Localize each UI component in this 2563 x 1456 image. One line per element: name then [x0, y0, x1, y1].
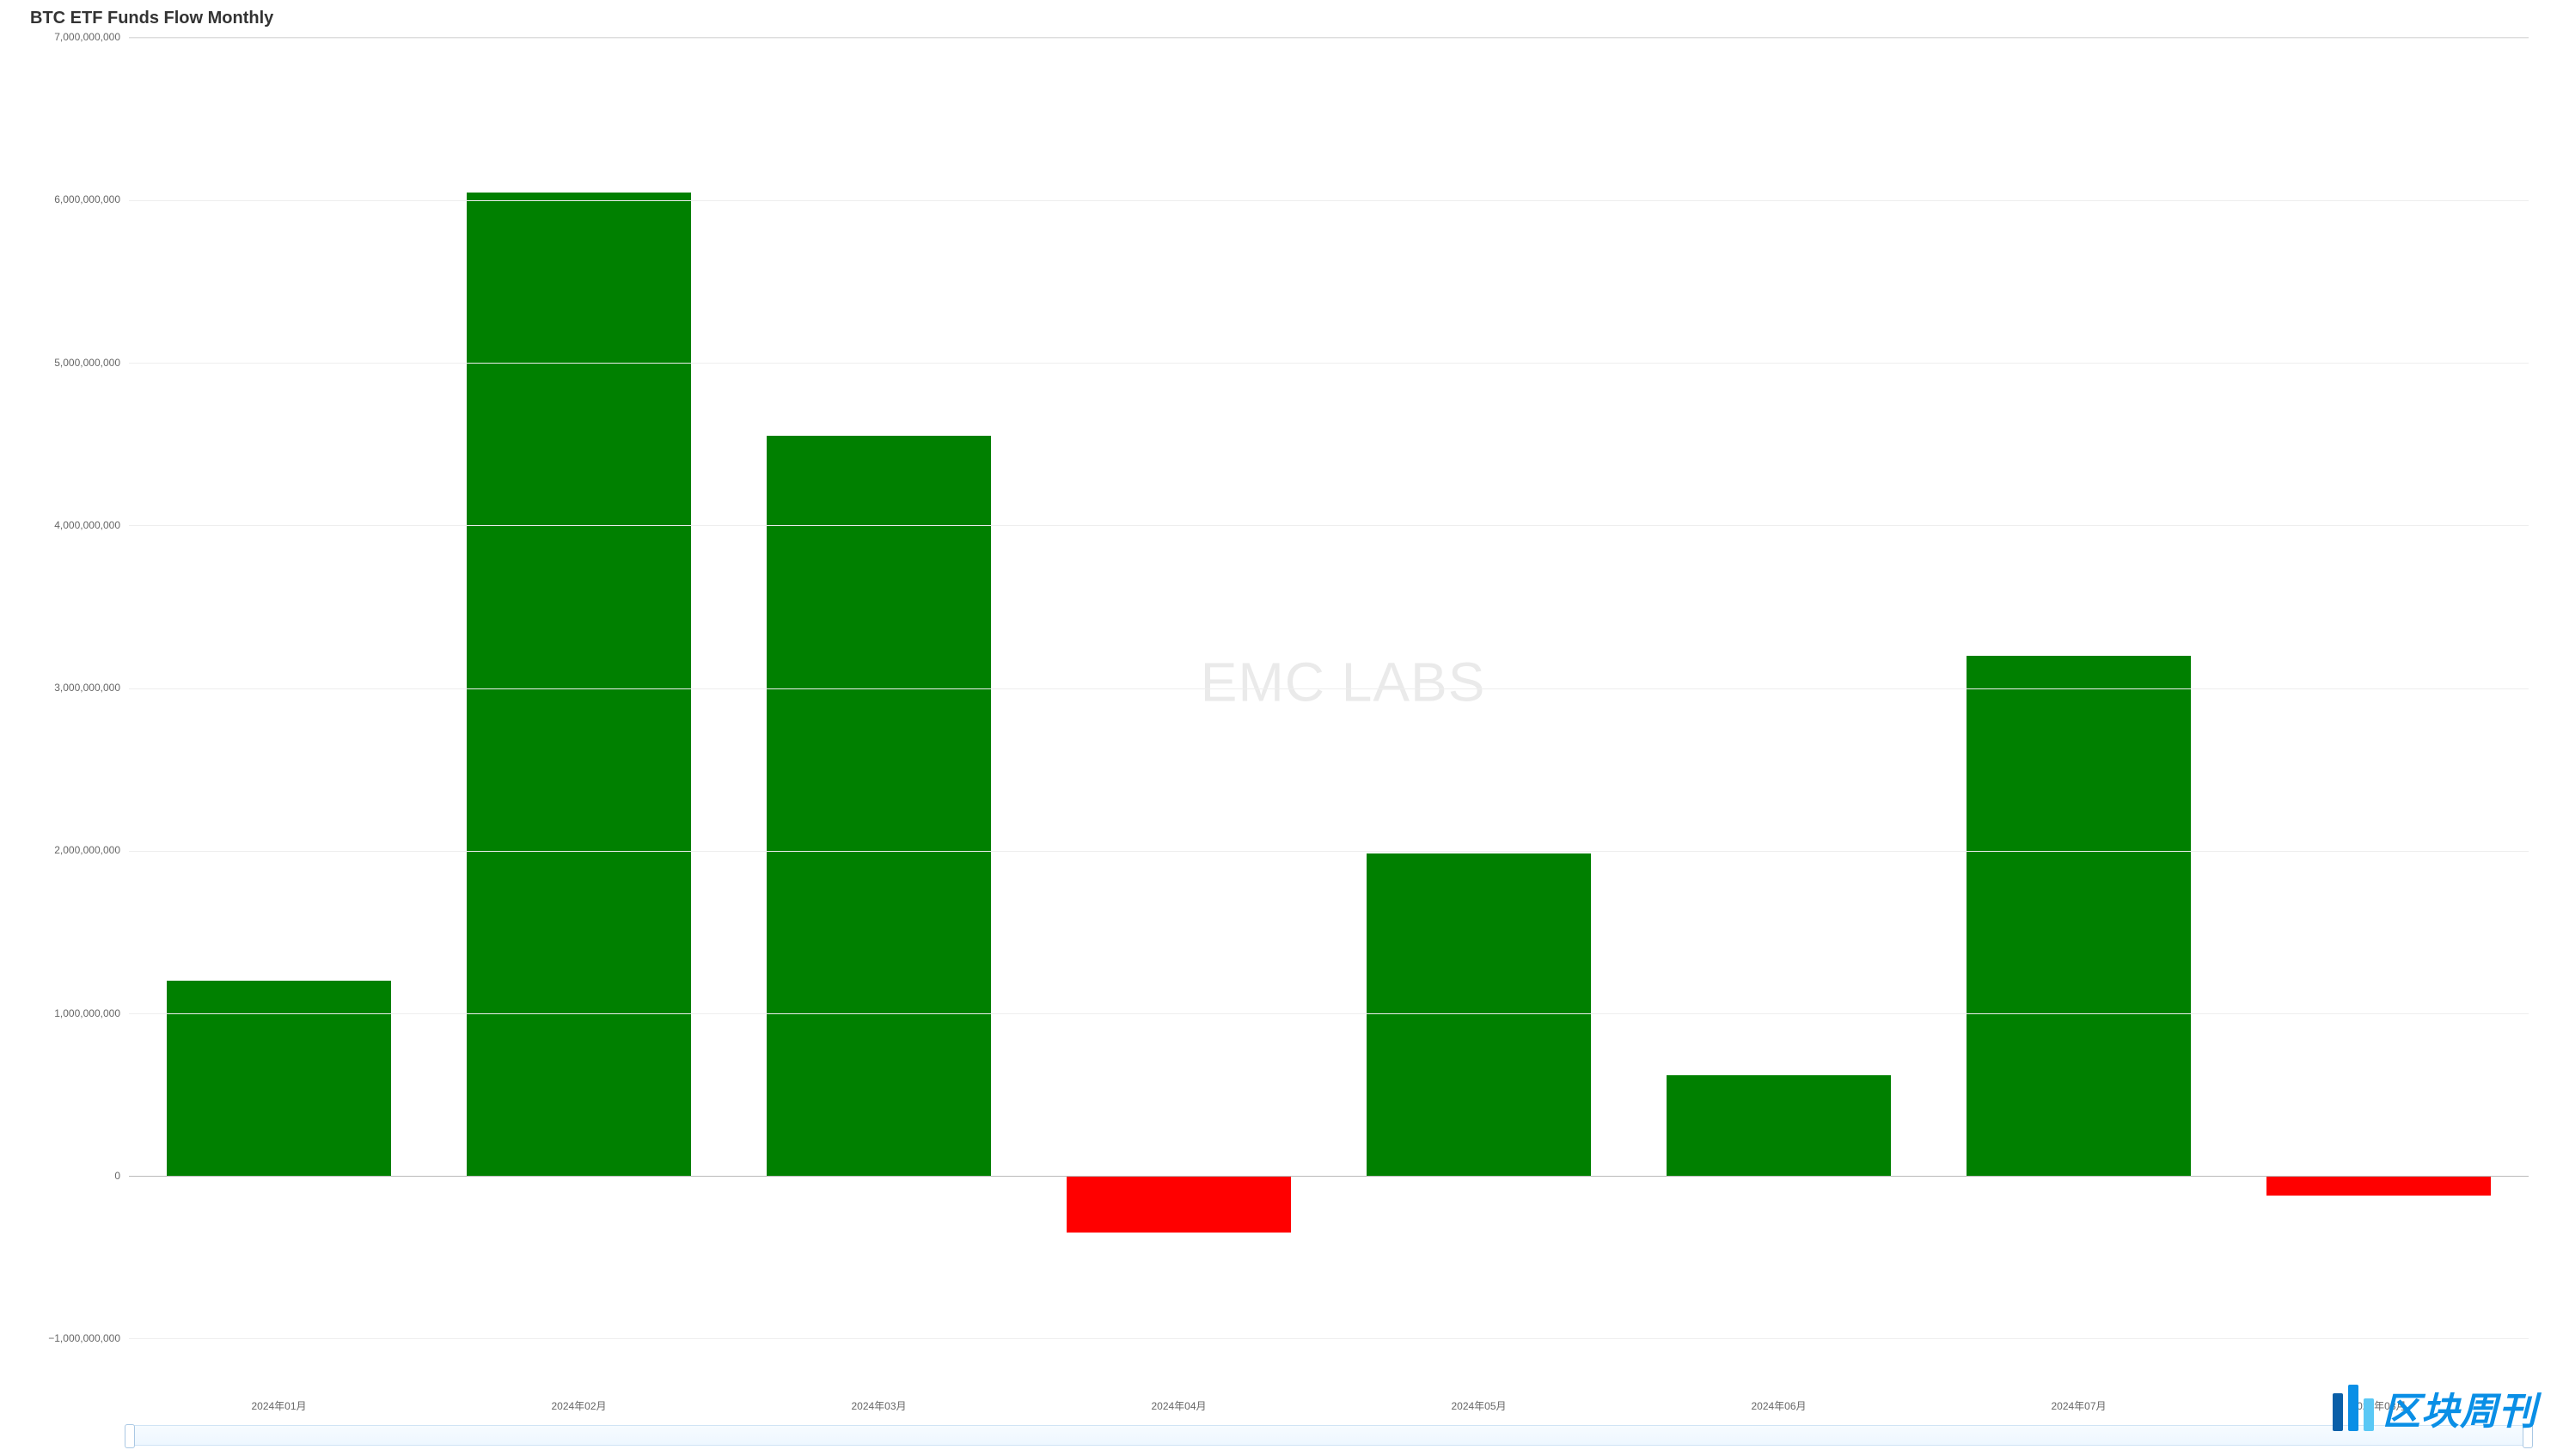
x-tick-label: 2024年03月	[729, 1398, 1029, 1413]
gridline	[129, 851, 2529, 852]
gridline	[129, 688, 2529, 689]
bar[interactable]	[2266, 1176, 2492, 1196]
y-tick-label: 6,000,000,000	[54, 193, 120, 205]
gridline	[129, 363, 2529, 364]
gridline	[129, 200, 2529, 201]
y-tick-label: −1,000,000,000	[48, 1332, 120, 1344]
zero-line	[129, 1176, 2529, 1177]
plot-area: EMC LABS	[129, 37, 2529, 1338]
bar[interactable]	[167, 981, 392, 1176]
x-tick-label: 2024年04月	[1029, 1398, 1329, 1413]
x-tick-label: 2024年08月	[2229, 1398, 2529, 1413]
x-tick-label: 2024年02月	[429, 1398, 729, 1413]
x-axis: 2024年01月2024年02月2024年03月2024年04月2024年05月…	[129, 1398, 2529, 1413]
y-axis: 7,000,000,0006,000,000,0005,000,000,0004…	[26, 37, 129, 1338]
x-tick-label: 2024年01月	[129, 1398, 429, 1413]
x-tick-label: 2024年06月	[1629, 1398, 1929, 1413]
plot-wrapper: 7,000,000,0006,000,000,0005,000,000,0004…	[26, 37, 2529, 1338]
y-tick-label: 5,000,000,000	[54, 357, 120, 369]
range-brush[interactable]	[129, 1425, 2529, 1446]
bar[interactable]	[767, 436, 992, 1176]
bar[interactable]	[1667, 1075, 1892, 1176]
gridline	[129, 525, 2529, 526]
y-tick-label: 3,000,000,000	[54, 682, 120, 694]
x-tick-label: 2024年07月	[1929, 1398, 2229, 1413]
bar[interactable]	[1367, 853, 1592, 1175]
y-tick-label: 2,000,000,000	[54, 844, 120, 856]
x-tick-label: 2024年05月	[1329, 1398, 1629, 1413]
y-tick-label: 1,000,000,000	[54, 1007, 120, 1019]
y-tick-label: 0	[114, 1170, 120, 1182]
bar[interactable]	[1067, 1176, 1292, 1233]
gridline	[129, 1338, 2529, 1339]
y-tick-label: 4,000,000,000	[54, 519, 120, 531]
brush-handle-left[interactable]	[125, 1424, 135, 1448]
gridline	[129, 38, 2529, 39]
brush-handle-right[interactable]	[2523, 1424, 2533, 1448]
chart-title: BTC ETF Funds Flow Monthly	[30, 9, 2529, 28]
bar[interactable]	[1967, 656, 2192, 1176]
bar[interactable]	[467, 193, 692, 1176]
gridline	[129, 1013, 2529, 1014]
y-tick-label: 7,000,000,000	[54, 31, 120, 43]
chart-container: BTC ETF Funds Flow Monthly 7,000,000,000…	[0, 0, 2563, 1456]
